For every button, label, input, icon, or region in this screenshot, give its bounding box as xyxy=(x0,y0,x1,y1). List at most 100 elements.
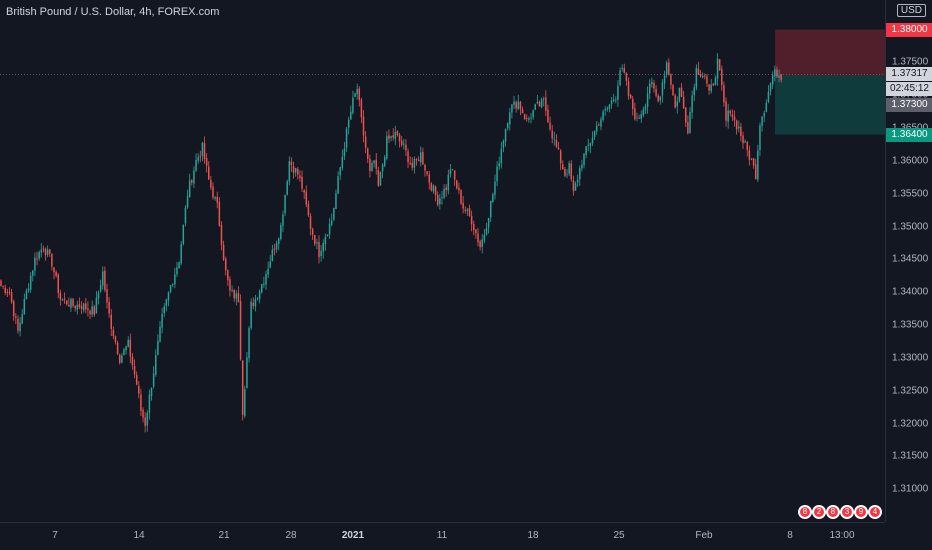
candle-body xyxy=(754,164,757,180)
candle-body xyxy=(587,144,589,146)
candlestick-chart[interactable] xyxy=(0,0,885,522)
candle-body xyxy=(388,135,390,139)
time-tick-label: 13:00 xyxy=(829,530,855,541)
candle-body xyxy=(180,244,182,264)
time-axis[interactable]: 7 14 21 28 2021 11 18 25 Feb 8 13:00 xyxy=(0,522,885,550)
candle-body xyxy=(602,111,604,120)
candle-body xyxy=(540,98,543,108)
price-tick-label: 1.37500 xyxy=(892,56,929,68)
economic-event-icon[interactable]: 2 xyxy=(812,505,826,519)
candle-body xyxy=(91,306,93,315)
currency-label[interactable]: USD xyxy=(896,4,926,17)
candle-body xyxy=(339,167,341,176)
candle-body xyxy=(6,292,9,294)
candle-body xyxy=(695,67,698,88)
candle-body xyxy=(203,143,206,160)
candle-body xyxy=(258,291,261,299)
candle-body xyxy=(2,286,4,287)
candle-body xyxy=(127,339,129,347)
candle-body xyxy=(542,98,545,100)
time-tick-label: 25 xyxy=(613,530,625,541)
candle-body xyxy=(523,114,526,120)
candle-body xyxy=(297,168,299,175)
candle-body xyxy=(704,75,706,77)
candle-body xyxy=(411,162,414,168)
candle-body xyxy=(604,109,606,111)
candle-body xyxy=(8,292,11,294)
candle-body xyxy=(612,99,615,102)
economic-event-icon[interactable]: 9 xyxy=(854,505,868,519)
candle-body xyxy=(29,275,32,290)
candle-body xyxy=(322,242,324,252)
candle-body xyxy=(36,258,38,260)
price-axis[interactable]: USD 1.31000 1.31500 1.32000 1.32500 1.33000 1… xyxy=(885,0,932,522)
candle-body xyxy=(171,284,174,285)
price-tick-label: 1.32000 xyxy=(892,418,929,429)
candle-body xyxy=(466,209,469,211)
candle-body xyxy=(188,180,191,198)
candle-body xyxy=(286,181,288,195)
candle-body xyxy=(82,303,85,311)
candle-body xyxy=(606,108,609,110)
candle-body xyxy=(12,301,15,317)
economic-event-icon[interactable]: 4 xyxy=(868,505,882,519)
time-tick-label: 2021 xyxy=(341,530,365,541)
candle-body xyxy=(405,144,407,151)
candle-body xyxy=(367,148,369,159)
candle-body xyxy=(4,287,6,293)
chart-plot-area[interactable]: British Pound / U.S. Dollar, 4h, FOREX.c… xyxy=(0,0,885,522)
candle-body xyxy=(40,249,43,253)
candle-body xyxy=(316,242,318,244)
economic-event-icon[interactable]: 8 xyxy=(826,505,840,519)
candle-body xyxy=(125,346,127,351)
candle-body xyxy=(774,69,776,77)
candle-body xyxy=(545,97,547,111)
candle-body xyxy=(377,169,380,186)
candle-body xyxy=(152,373,155,387)
candle-body xyxy=(689,111,691,134)
candle-body xyxy=(504,129,507,142)
candle-body xyxy=(551,130,553,139)
candle-body xyxy=(479,241,481,248)
candle-body xyxy=(227,270,229,281)
economic-event-icon[interactable]: 8 xyxy=(798,505,812,519)
candle-body xyxy=(456,180,458,189)
candle-body xyxy=(659,96,662,101)
time-tick-label: 8 xyxy=(787,530,793,541)
candle-body xyxy=(222,244,225,260)
candle-body xyxy=(661,82,664,96)
candle-body xyxy=(731,114,734,117)
candle-body xyxy=(750,158,753,160)
candle-body xyxy=(655,88,657,96)
candle-body xyxy=(403,143,405,145)
candle-body xyxy=(383,157,386,166)
price-tick-label: 1.31000 xyxy=(892,483,929,495)
target-price-tag: 1.38000 xyxy=(886,22,932,37)
candle-body xyxy=(63,298,66,300)
candle-body xyxy=(445,187,447,190)
time-tick-label: 7 xyxy=(52,530,58,541)
candle-body xyxy=(116,342,119,354)
chart-title: British Pound / U.S. Dollar, 4h, FOREX.c… xyxy=(6,6,220,18)
candle-body xyxy=(307,203,310,216)
candle-body xyxy=(379,172,382,186)
candle-body xyxy=(776,69,778,77)
candle-body xyxy=(201,142,204,156)
candle-body xyxy=(352,97,354,113)
candle-body xyxy=(763,112,765,117)
candle-body xyxy=(400,140,403,146)
economic-event-icon[interactable]: 3 xyxy=(840,505,854,519)
candle-body xyxy=(434,186,437,196)
candle-body xyxy=(241,360,244,415)
candle-body xyxy=(250,301,252,328)
candle-body xyxy=(572,180,575,191)
candle-body xyxy=(492,194,494,203)
candle-body xyxy=(61,299,64,301)
candle-body xyxy=(303,189,305,193)
candle-body xyxy=(595,125,598,132)
candle-body xyxy=(347,119,350,128)
candle-body xyxy=(415,158,418,160)
candle-body xyxy=(235,293,238,299)
candle-body xyxy=(148,394,151,413)
